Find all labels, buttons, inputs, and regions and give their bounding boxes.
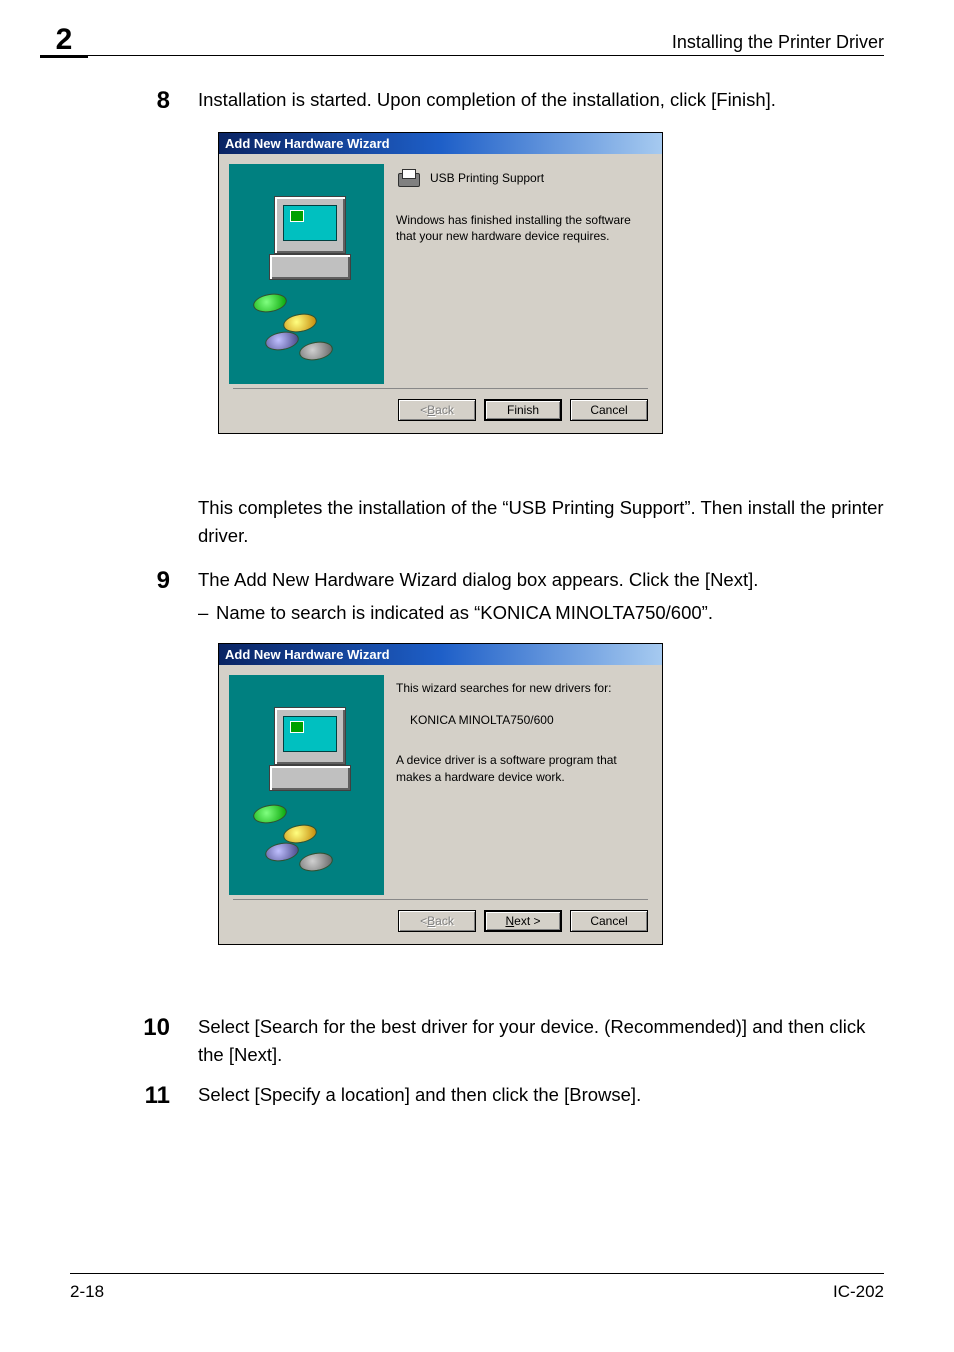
- dialog-line1: This wizard searches for new drivers for…: [396, 680, 646, 696]
- dialog-line2: A device driver is a software program th…: [396, 752, 646, 784]
- detected-device-row: USB Printing Support: [396, 169, 646, 187]
- next-button[interactable]: Next >: [484, 910, 562, 932]
- step-text: Installation is started. Upon completion…: [198, 86, 884, 114]
- cancel-button[interactable]: Cancel: [570, 910, 648, 932]
- dialog-title: Add New Hardware Wizard: [219, 644, 662, 665]
- detected-device-name: USB Printing Support: [430, 170, 544, 186]
- step-8-followup: This completes the installation of the “…: [198, 494, 884, 550]
- step-8: 8 Installation is started. Upon completi…: [70, 86, 884, 116]
- hardware-wizard-dialog-finish: Add New Hardware Wizard USB Printing Sup…: [218, 132, 663, 434]
- page-number: 2-18: [70, 1282, 104, 1302]
- detected-device-name: KONICA MINOLTA750/600: [396, 696, 646, 752]
- step-9-bullet: – Name to search is indicated as “KONICA…: [198, 599, 884, 627]
- step-text: The Add New Hardware Wizard dialog box a…: [198, 566, 884, 594]
- step-10: 10 Select [Search for the best driver fo…: [70, 1013, 884, 1069]
- page-header-title: Installing the Printer Driver: [672, 32, 884, 53]
- step-text: Select [Search for the best driver for y…: [198, 1013, 884, 1069]
- header-rule: [87, 55, 884, 56]
- step-number: 11: [70, 1081, 198, 1111]
- dialog-title: Add New Hardware Wizard: [219, 133, 662, 154]
- back-button: < Back: [398, 910, 476, 932]
- step-number: 8: [70, 86, 198, 116]
- cancel-button[interactable]: Cancel: [570, 399, 648, 421]
- step-11: 11 Select [Specify a location] and then …: [70, 1081, 884, 1111]
- wizard-side-graphic: [229, 675, 384, 895]
- bullet-text: Name to search is indicated as “KONICA M…: [216, 599, 713, 627]
- dialog-body-text: Windows has finished installing the soft…: [396, 212, 646, 244]
- bullet-dash: –: [198, 599, 216, 627]
- chapter-number: 2: [56, 25, 73, 55]
- chapter-tab: 2: [40, 24, 88, 58]
- hardware-wizard-dialog-next: Add New Hardware Wizard This wizard sear…: [218, 643, 663, 945]
- step-text: Select [Specify a location] and then cli…: [198, 1081, 884, 1109]
- printer-icon: [396, 169, 420, 187]
- step-9: 9 The Add New Hardware Wizard dialog box…: [70, 566, 884, 628]
- step-number: 9: [70, 566, 198, 628]
- document-id: IC-202: [833, 1282, 884, 1302]
- finish-button[interactable]: Finish: [484, 399, 562, 421]
- footer-rule: [70, 1273, 884, 1274]
- back-button: < Back: [398, 399, 476, 421]
- step-number: 10: [70, 1013, 198, 1069]
- wizard-side-graphic: [229, 164, 384, 384]
